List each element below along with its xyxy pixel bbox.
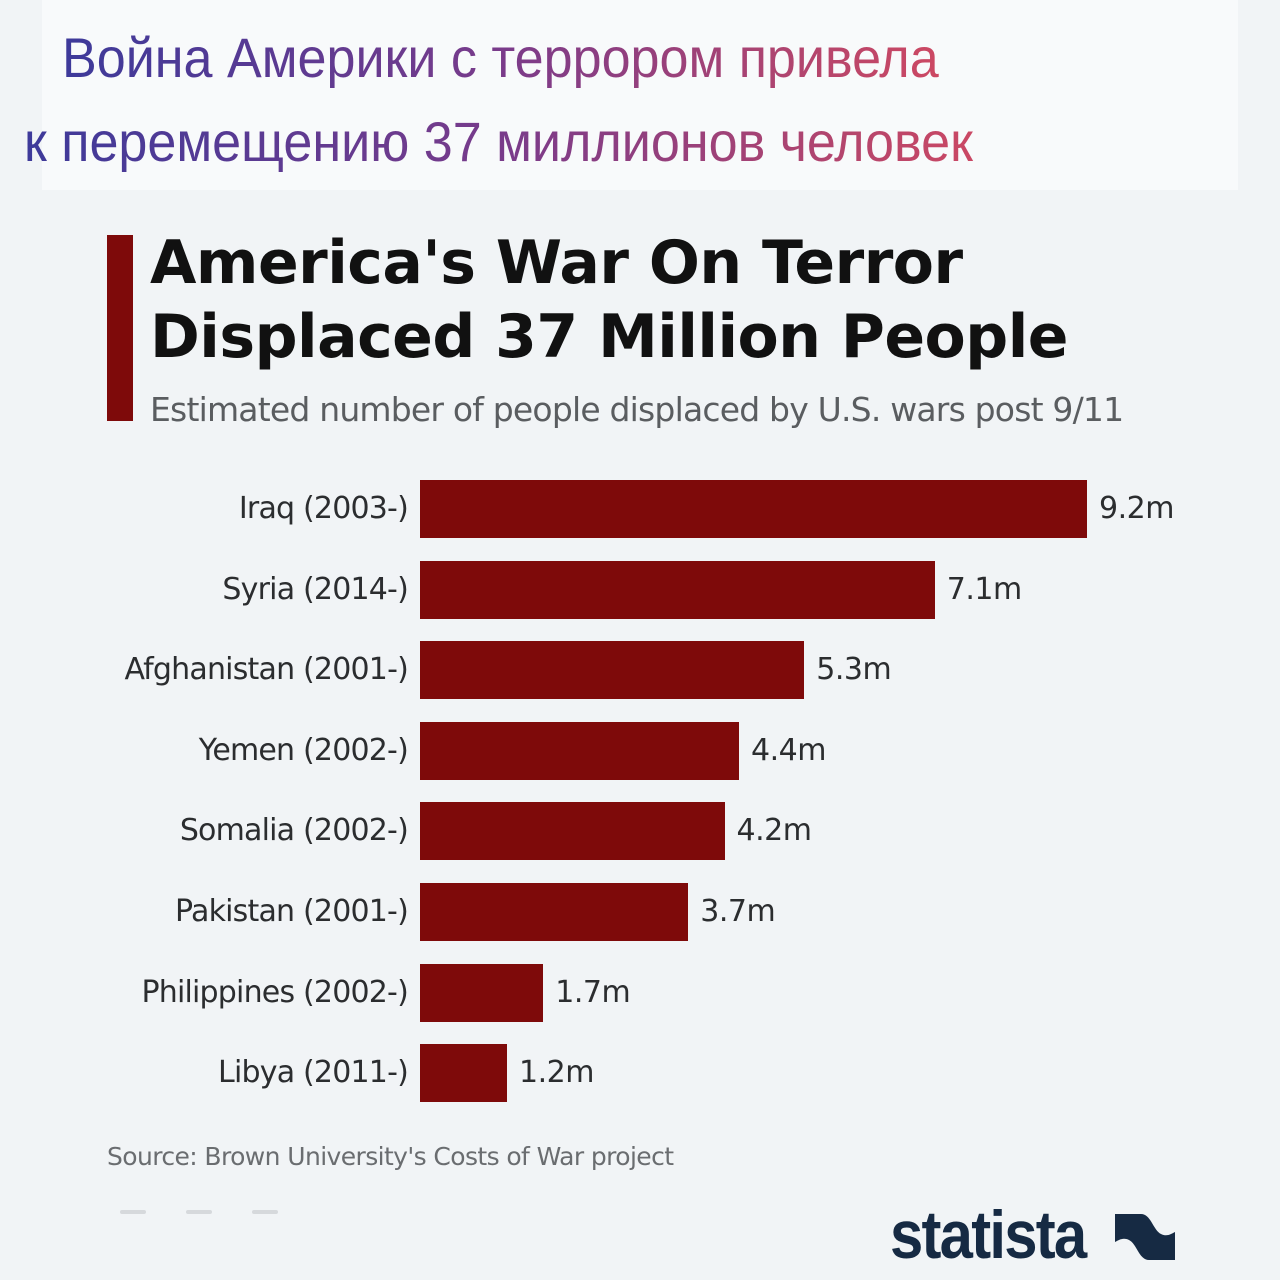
bar	[420, 641, 805, 700]
bar-row: Libya (2011-) 1.2m	[0, 1044, 1280, 1103]
bar	[420, 1044, 507, 1103]
bar	[420, 560, 935, 619]
value-label: 3.7m	[700, 894, 776, 929]
category-label: Somalia (2002-)	[179, 813, 409, 849]
chart-subtitle: Estimated number of people displaced by …	[150, 390, 1124, 429]
value-label: 1.7m	[555, 974, 631, 1010]
bar	[420, 963, 544, 1022]
share-icon	[252, 1210, 278, 1214]
value-label: 7.1m	[946, 571, 1022, 607]
chart-title-line-1: America's War On Terror	[150, 228, 963, 298]
bar	[420, 721, 739, 780]
value-label: 5.3m	[816, 652, 892, 688]
chart-title: America's War On Terror Displaced 37 Mil…	[150, 226, 1068, 374]
value-label: 4.2m	[736, 813, 812, 849]
chart-title-line-2: Displaced 37 Million People	[150, 302, 1068, 372]
bar-row: Afghanistan (2001-) 5.3m	[0, 641, 1280, 700]
value-label: 9.2m	[1099, 491, 1174, 526]
bar-row: Syria (2014-) 7.1m	[0, 560, 1280, 619]
bar-row: Philippines (2002-) 1.7m	[0, 963, 1280, 1022]
bar	[420, 480, 1087, 538]
russian-headline-line-1: Война Америки с террором привела	[62, 28, 1046, 88]
statista-logo-icon	[1115, 1214, 1175, 1260]
category-label: Philippines (2002-)	[141, 974, 408, 1010]
category-label: Libya (2011-)	[218, 1055, 409, 1091]
russian-headline-line-2: к перемещению 37 миллионов человек	[24, 112, 1103, 172]
bar-row: Iraq (2003-) 9.2m	[0, 480, 1280, 538]
bar	[420, 802, 725, 861]
category-label: Iraq (2003-)	[238, 491, 409, 526]
share-icon	[120, 1210, 146, 1214]
share-icon	[186, 1210, 212, 1214]
source-note: Source: Brown University's Costs of War …	[107, 1142, 674, 1171]
category-label: Yemen (2002-)	[198, 732, 409, 768]
bar-row: Somalia (2002-) 4.2m	[0, 802, 1280, 861]
value-label: 1.2m	[519, 1055, 594, 1091]
statista-wordmark: statista	[890, 1197, 1087, 1273]
bar-row: Pakistan (2001-) 3.7m	[0, 883, 1280, 941]
bar-row: Yemen (2002-) 4.4m	[0, 721, 1280, 780]
title-accent-bar	[107, 235, 133, 421]
bar	[420, 883, 689, 941]
value-label: 4.4m	[751, 732, 826, 768]
category-label: Afghanistan (2001-)	[124, 652, 408, 688]
category-label: Syria (2014-)	[222, 571, 408, 607]
russian-headline-box	[42, 0, 1238, 190]
category-label: Pakistan (2001-)	[175, 894, 409, 929]
